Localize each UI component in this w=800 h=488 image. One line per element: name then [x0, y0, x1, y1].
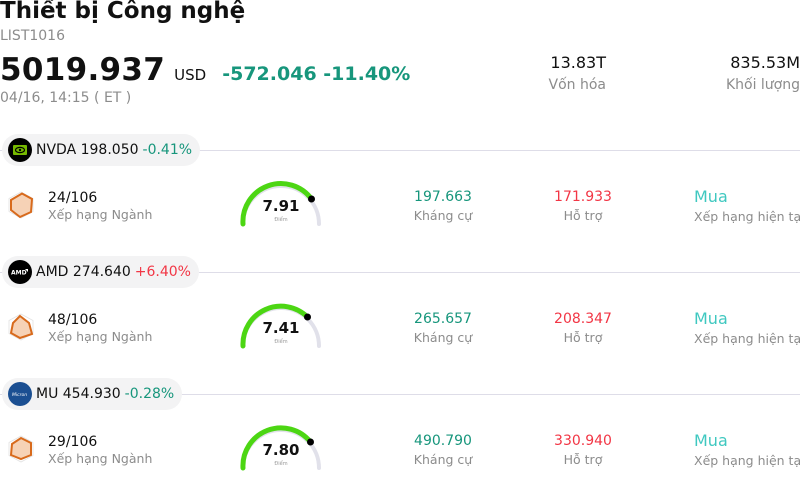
stock-pill-amd[interactable]: AMD AMD 274.640 +6.40%: [2, 256, 199, 288]
price-row: 5019.937 USD -572.046 -11.40%: [0, 52, 410, 88]
industry-rank-label: Xếp hạng Ngành: [48, 329, 153, 344]
rating-label: Xếp hạng hiện tại: [694, 209, 800, 224]
industry-rank-label: Xếp hạng Ngành: [48, 207, 153, 222]
industry-rank: 48/106 Xếp hạng Ngành: [48, 312, 152, 344]
stock-header-nvda: NVDA 198.050 -0.41%: [0, 134, 800, 166]
industry-rank-value: 48/106: [48, 312, 98, 328]
industry-rank-value: 29/106: [48, 434, 98, 450]
stock-pill-mu[interactable]: Micron MU 454.930 -0.28%: [2, 378, 183, 410]
volume-label: Khối lượng: [725, 77, 800, 93]
support-label: Hỗ trợ: [563, 208, 603, 223]
resistance-metric: 490.790 Kháng cự: [403, 433, 483, 467]
resistance-value: 490.790: [414, 433, 472, 449]
page-title: Thiết bị Công nghệ: [0, 0, 246, 24]
resistance-metric: 265.657 Kháng cự: [403, 311, 483, 345]
score-label: Điểm: [274, 461, 288, 467]
rating-value: Mua: [694, 187, 728, 206]
index-price: 5019.937: [0, 52, 166, 88]
divider: [0, 394, 800, 395]
industry-rank-radar-icon: [8, 191, 34, 219]
micron-logo-icon: Micron: [8, 382, 32, 406]
divider: [0, 150, 800, 151]
score-gauge: 7.41 Điểm: [238, 302, 324, 350]
industry-rank-radar-icon: [8, 313, 34, 341]
resistance-label: Kháng cự: [413, 208, 473, 223]
support-value: 330.940: [554, 433, 612, 449]
industry-rank-value: 24/106: [48, 190, 98, 206]
resistance-label: Kháng cự: [413, 330, 473, 345]
stock-change-pct: -0.41%: [142, 142, 193, 158]
nvidia-logo-icon: [8, 138, 32, 162]
volume-value: 835.53M: [730, 53, 800, 72]
stock-change-pct: +6.40%: [134, 264, 191, 280]
svg-text:AMD: AMD: [11, 270, 27, 277]
stock-symbol-price: NVDA 198.050: [36, 142, 139, 158]
divider: [0, 272, 800, 273]
resistance-label: Kháng cự: [413, 452, 473, 467]
svg-text:Micron: Micron: [12, 392, 27, 397]
support-metric: 171.933 Hỗ trợ: [543, 189, 623, 223]
score-label: Điểm: [274, 217, 288, 223]
resistance-value: 197.663: [414, 189, 472, 205]
market-cap-value: 13.83T: [550, 53, 606, 72]
current-rating: Mua Xếp hạng hiện tại: [694, 309, 800, 346]
stock-change-pct: -0.28%: [124, 386, 175, 402]
market-cap-stat: 13.83T Vốn hóa: [549, 53, 606, 93]
score-gauge: 7.80 Điểm: [238, 424, 324, 472]
price-change: -572.046 -11.40%: [222, 63, 411, 85]
stock-header-amd: AMD AMD 274.640 +6.40%: [0, 256, 800, 288]
resistance-metric: 197.663 Kháng cự: [403, 189, 483, 223]
score-value: 7.91: [262, 197, 300, 215]
current-rating: Mua Xếp hạng hiện tại: [694, 431, 800, 468]
currency: USD: [174, 66, 207, 84]
gauge-arc-icon: [240, 425, 321, 471]
industry-rank: 24/106 Xếp hạng Ngành: [48, 190, 152, 222]
industry-rank: 29/106 Xếp hạng Ngành: [48, 434, 152, 466]
support-metric: 330.940 Hỗ trợ: [543, 433, 623, 467]
score-value: 7.80: [262, 441, 300, 459]
support-metric: 208.347 Hỗ trợ: [543, 311, 623, 345]
volume-stat: 835.53M Khối lượng: [726, 53, 800, 93]
gauge-arc-icon: [240, 181, 321, 227]
industry-rank-label: Xếp hạng Ngành: [48, 451, 153, 466]
support-value: 171.933: [554, 189, 612, 205]
stock-pill-nvda[interactable]: NVDA 198.050 -0.41%: [2, 134, 201, 166]
score-value: 7.41: [262, 319, 300, 337]
rating-value: Mua: [694, 431, 728, 450]
stock-symbol-price: MU 454.930: [36, 386, 121, 402]
current-rating: Mua Xếp hạng hiện tại: [694, 187, 800, 224]
rating-label: Xếp hạng hiện tại: [694, 331, 800, 346]
list-code: LIST1016: [0, 28, 65, 44]
timestamp: 04/16, 14:15 ( ET ): [0, 90, 132, 106]
score-gauge: 7.91 Điểm: [238, 180, 324, 228]
support-value: 208.347: [554, 311, 612, 327]
amd-logo-icon: AMD: [8, 260, 32, 284]
stock-symbol-price: AMD 274.640: [36, 264, 131, 280]
rating-label: Xếp hạng hiện tại: [694, 453, 800, 468]
industry-rank-radar-icon: [8, 435, 34, 463]
rating-value: Mua: [694, 309, 728, 328]
resistance-value: 265.657: [414, 311, 472, 327]
stock-header-mu: Micron MU 454.930 -0.28%: [0, 378, 800, 410]
support-label: Hỗ trợ: [563, 452, 603, 467]
support-label: Hỗ trợ: [563, 330, 603, 345]
score-label: Điểm: [274, 339, 288, 345]
gauge-arc-icon: [240, 303, 321, 349]
market-cap-label: Vốn hóa: [548, 77, 606, 93]
